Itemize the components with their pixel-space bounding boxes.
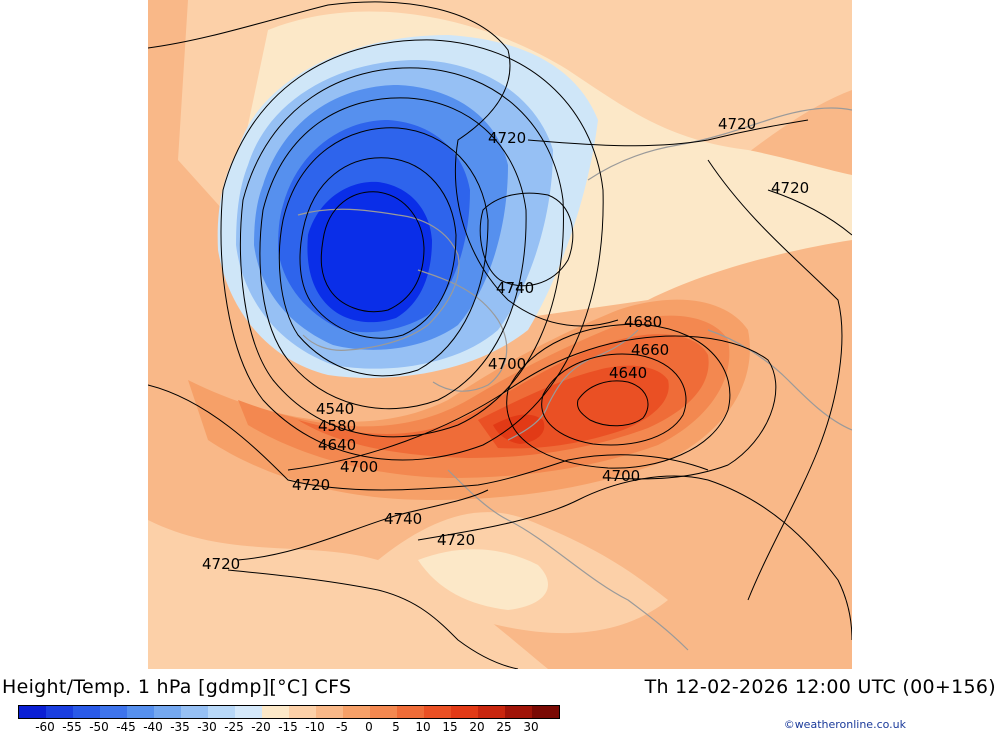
colorbar-swatch [127,706,154,718]
colorbar-swatch [289,706,316,718]
colorbar-swatch [100,706,127,718]
colorbar-tick-label: -20 [251,720,271,734]
colorbar-swatch [343,706,370,718]
map-title: Height/Temp. 1 hPa [gdmp][°C] CFS [2,676,352,698]
contour-label-4720-b: 4720 [718,115,756,133]
contour-label-4700-b: 4700 [340,458,378,476]
contour-label-4680: 4680 [624,313,662,331]
coastline-asia-east [707,329,852,431]
contour-4740-east [479,192,574,287]
contour-ring-4 [259,97,527,410]
colorbar-swatch [370,706,397,718]
colorbar-tick-label: -35 [170,720,190,734]
colorbar-swatch [532,706,559,718]
contour-ring-2 [299,157,457,339]
colorbar-tick-label: 5 [392,720,400,734]
contour-label-4740-a: 4740 [496,279,534,297]
contour-label-4580: 4580 [318,417,356,435]
temperature-colorbar [18,705,560,719]
colorbar-swatch [208,706,235,718]
contour-4720-east-edge [767,189,852,236]
map-valid-time: Th 12-02-2026 12:00 UTC (00+156) [644,676,996,698]
credit-link[interactable]: ©weatheronline.co.uk [783,718,906,731]
colorbar-tick-label: -50 [89,720,109,734]
contour-4720-far-south [417,475,852,641]
colorbar-tick-label: -55 [62,720,82,734]
contour-label-4700-c: 4700 [602,467,640,485]
contour-label-4720-f: 4720 [202,555,240,573]
contour-4740-south [237,489,489,561]
contour-ring-5 [240,67,564,438]
colorbar-tick-label: -25 [224,720,244,734]
colorbar-tick-label: -10 [305,720,325,734]
colorbar-swatch [46,706,73,718]
colorbar-swatch [181,706,208,718]
colorbar-swatch [505,706,532,718]
coastline-canada-arctic [417,269,508,392]
contour-4700-band [287,335,777,480]
colorbar-swatch [73,706,100,718]
contour-4720-east-long [707,159,843,601]
contour-label-4660: 4660 [631,341,669,359]
temperature-band-minus15-south [418,549,548,610]
contour-ring-6 [220,39,604,461]
temperature-band-minus55 [307,181,432,323]
contour-label-4720-e: 4720 [437,531,475,549]
coastline-siberia [587,107,852,181]
colorbar-tick-label: -40 [143,720,163,734]
colorbar-swatch [424,706,451,718]
colorbar-swatch [478,706,505,718]
coastline-scandinavia [507,329,639,441]
colorbar-swatch [316,706,343,718]
temperature-band-20 [493,414,545,444]
colorbar-swatch [451,706,478,718]
contour-label-4720-c: 4720 [771,179,809,197]
colorbar-tick-label: 0 [365,720,373,734]
contour-ring-3 [278,127,489,377]
contour-low-ring-1 [577,380,649,427]
contour-label-4720-a: 4720 [488,129,526,147]
contour-4720-southwest [227,569,519,669]
contour-label-4640-b: 4640 [318,436,356,454]
colorbar-tick-label: 20 [469,720,485,734]
colorbar-swatch [397,706,424,718]
colorbar-swatch [19,706,46,718]
colorbar-tick-label: -15 [278,720,298,734]
weather-map: 4720 4720 4720 4740 4680 4660 4640 4700 … [148,0,852,669]
contour-4720-south [148,384,709,491]
contour-label-4640-a: 4640 [609,364,647,382]
colorbar-tick-label: -60 [35,720,55,734]
height-contours [148,1,852,669]
coastline-europe [447,469,689,651]
colorbar-tick-label: 30 [523,720,539,734]
contour-label-4700-a: 4700 [488,355,526,373]
colorbar-swatch [235,706,262,718]
contour-low-ring-3 [506,323,731,469]
coastlines [297,107,852,651]
contour-labels: 4720 4720 4720 4740 4680 4660 4640 4700 … [202,115,809,573]
colorbar-swatch [262,706,289,718]
colorbar-tick-label: 10 [415,720,431,734]
contour-label-4740-b: 4740 [384,510,422,528]
contour-label-4720-d: 4720 [292,476,330,494]
colorbar-tick-label: -45 [116,720,136,734]
map-canvas: 4720 4720 4720 4740 4680 4660 4640 4700 … [148,0,852,669]
temperature-band-minus10-south [148,520,548,669]
contour-label-4540: 4540 [316,400,354,418]
contour-ring-1 [320,191,425,313]
colorbar-tick-label: -30 [197,720,217,734]
contour-low-ring-2 [541,353,687,446]
contour-4720-north [148,1,619,327]
contour-4720-northeast [527,119,809,147]
colorbar-swatch [154,706,181,718]
colorbar-tick-label: -5 [336,720,348,734]
colorbar-tick-label: 25 [496,720,512,734]
colorbar-tick-label: 15 [442,720,458,734]
